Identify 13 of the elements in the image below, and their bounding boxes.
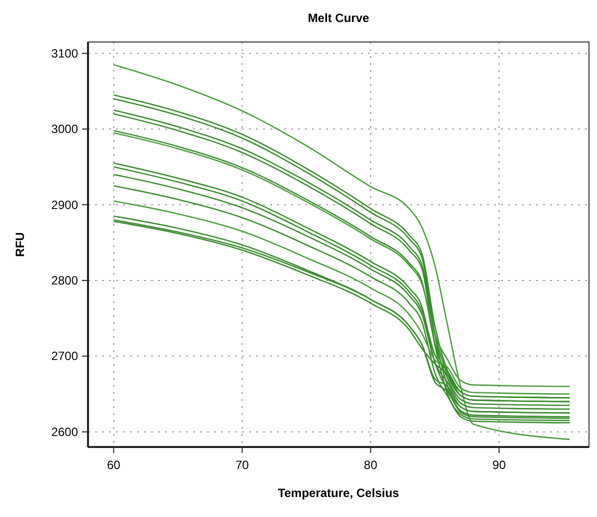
y-tick-label: 2800 — [51, 273, 78, 288]
x-tick-label: 90 — [492, 458, 506, 472]
y-tick-label: 3000 — [51, 122, 78, 136]
y-tick-label: 3100 — [51, 46, 78, 60]
y-tick-label: 2600 — [51, 424, 78, 439]
y-tick-label: 2900 — [51, 198, 78, 212]
y-tick-label: 2700 — [51, 349, 78, 364]
x-tick-label: 80 — [364, 458, 378, 472]
x-tick-label: 60 — [107, 458, 121, 472]
x-axis-title: Temperature, Celsius — [278, 486, 400, 500]
x-tick-label: 70 — [235, 458, 250, 472]
chart-title: Melt Curve — [308, 11, 370, 25]
y-axis-title: RFU — [13, 232, 27, 257]
